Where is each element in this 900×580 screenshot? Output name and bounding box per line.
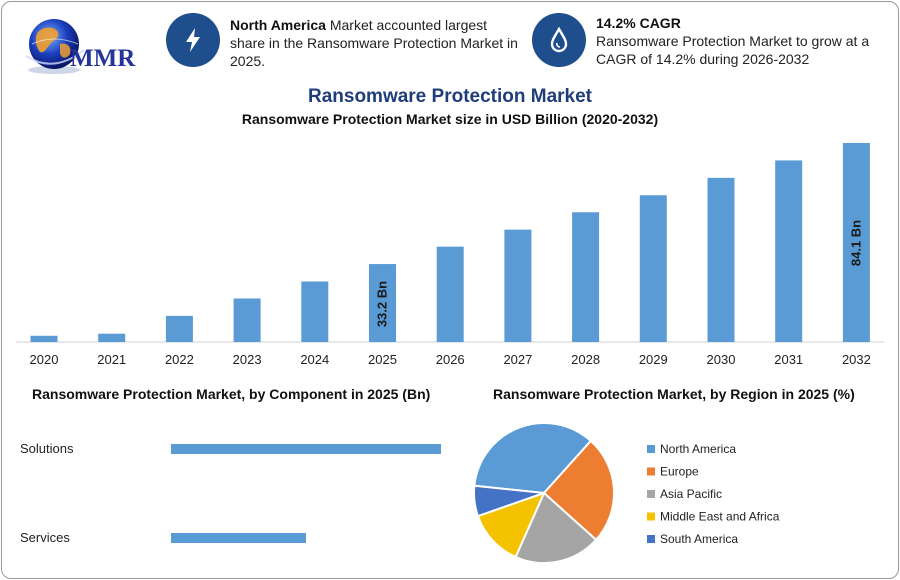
tick-label-2024: 2024 — [300, 352, 329, 367]
info-north-america: North America Market accounted largest s… — [230, 16, 520, 70]
bar-2031 — [775, 160, 803, 342]
bar-2024 — [301, 281, 329, 342]
tick-label-2032: 2032 — [842, 352, 871, 367]
region-pie-chart: North America Europe Asia Pacific Middle Ea… — [473, 422, 780, 564]
tick-label-2021: 2021 — [97, 352, 126, 367]
pie-slice-europe — [542, 439, 615, 542]
legend-swatch-middle-east-and-africa — [647, 512, 655, 521]
bar-2029 — [639, 195, 667, 342]
component-bar-chart: Solutions Services — [20, 441, 441, 545]
legend-label-south-america: South America — [660, 532, 738, 546]
legend-swatch-asia-pacific — [647, 490, 655, 498]
legend-swatch-north-america — [647, 445, 655, 453]
bar-2026 — [436, 246, 464, 342]
data-label-2032: 84.1 Bn — [848, 220, 863, 266]
pie-slice-middle-east-and-africa — [476, 491, 546, 559]
tick-label-2025: 2025 — [368, 352, 397, 367]
chart-title: Ransomware Protection Market — [307, 86, 593, 107]
logo-text: MMR — [70, 45, 136, 72]
data-label-2025: 33.2 Bn — [375, 281, 390, 327]
component-bar-services — [171, 533, 306, 543]
region-chart-title: Ransomware Protection Market, by Region … — [493, 386, 855, 402]
pie-slice-asia-pacific — [514, 491, 598, 564]
drop-icon — [532, 13, 586, 67]
bar-2027 — [504, 229, 532, 342]
component-label-services: Services — [20, 530, 70, 545]
component-label-solutions: Solutions — [20, 441, 74, 456]
market-size-bar-chart: 2020 2021 2022 2023 2024 2025 33.2 Bn 2026 2027 2… — [16, 143, 884, 367]
legend-swatch-europe — [647, 467, 655, 476]
component-bar-solutions — [171, 444, 441, 454]
tick-label-2028: 2028 — [571, 352, 600, 367]
bar-2022 — [165, 315, 193, 342]
component-chart-title: Ransomware Protection Market, by Compone… — [32, 386, 431, 402]
tick-label-2020: 2020 — [30, 352, 59, 367]
legend-label-north-america: North America — [660, 442, 736, 456]
info1-text: Market accounted largest share in the Ra… — [230, 17, 518, 69]
tick-label-2031: 2031 — [774, 352, 803, 367]
bar-2021 — [98, 333, 126, 342]
bar-2025 — [369, 264, 396, 342]
info1-bold: North America — [230, 17, 326, 33]
bar-2023 — [233, 298, 261, 342]
tick-label-2030: 2030 — [707, 352, 736, 367]
legend-swatch-south-america — [647, 535, 655, 543]
tick-label-2026: 2026 — [436, 352, 465, 367]
bar-2020 — [30, 335, 58, 342]
mmr-globe-logo — [25, 19, 85, 74]
legend-label-asia-pacific: Asia Pacific — [660, 487, 722, 501]
info2-text: Ransomware Protection Market to grow at … — [596, 33, 870, 67]
info-cagr: 14.2% CAGR Ransomware Protection Market t… — [596, 14, 886, 68]
lightning-icon — [166, 13, 220, 67]
tick-label-2029: 2029 — [639, 352, 668, 367]
pie-slice-south-america — [473, 484, 545, 518]
bar-2032 — [842, 143, 870, 342]
legend-label-middle-east-and-africa: Middle East and Africa — [660, 510, 780, 524]
tick-label-2027: 2027 — [503, 352, 532, 367]
legend-label-europe: Europe — [660, 465, 699, 479]
tick-label-2023: 2023 — [233, 352, 262, 367]
bar-2030 — [707, 177, 735, 342]
pie-slice-north-america — [473, 422, 593, 495]
info2-bold: 14.2% CAGR — [596, 15, 681, 31]
bar-2028 — [572, 212, 600, 342]
tick-label-2022: 2022 — [165, 352, 194, 367]
chart-subtitle: Ransomware Protection Market size in USD… — [241, 111, 659, 127]
